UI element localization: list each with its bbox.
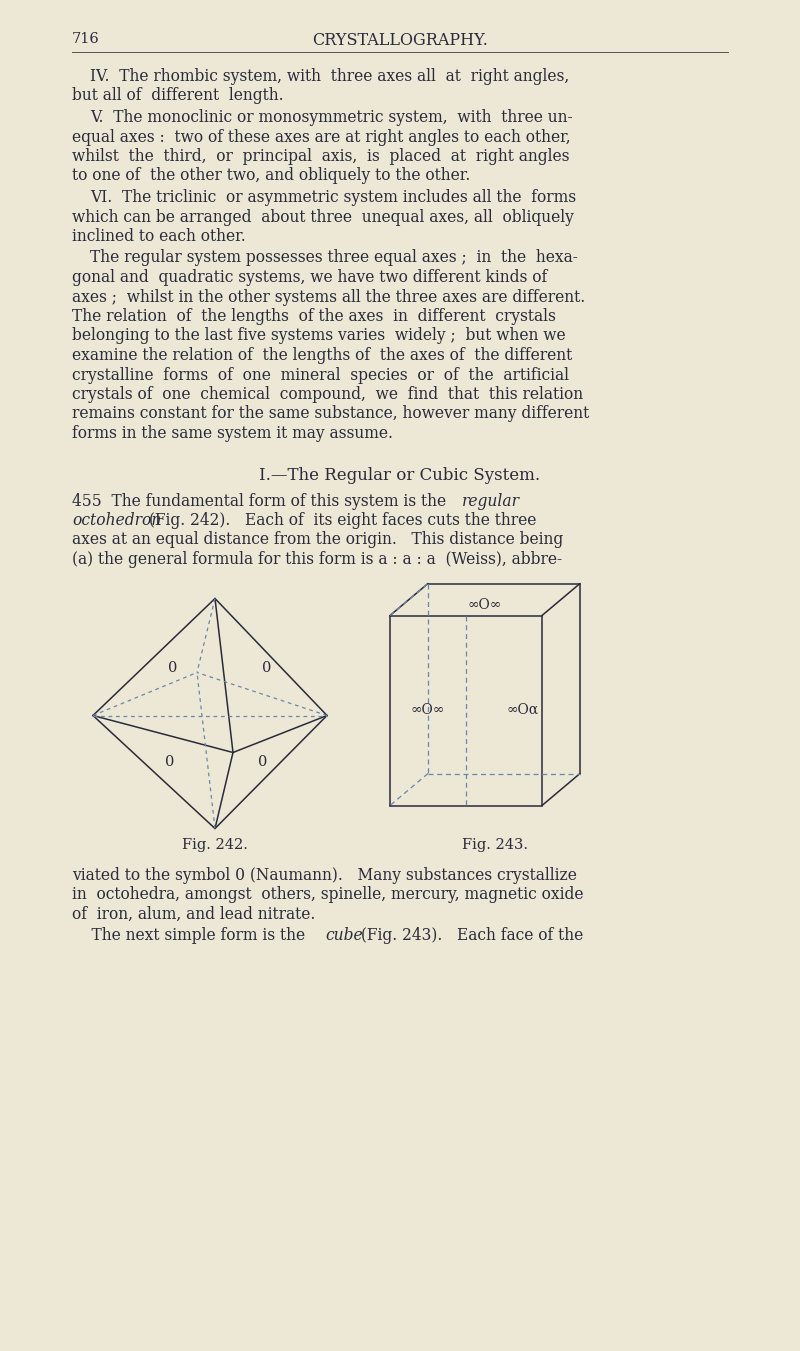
Text: but all of  different  length.: but all of different length. (72, 88, 284, 104)
Text: 716: 716 (72, 32, 100, 46)
Text: Fig. 243.: Fig. 243. (462, 839, 528, 852)
Text: The next simple form is the: The next simple form is the (72, 927, 310, 944)
Text: belonging to the last five systems varies  widely ;  but when we: belonging to the last five systems varie… (72, 327, 566, 345)
Text: CRYSTALLOGRAPHY.: CRYSTALLOGRAPHY. (312, 32, 488, 49)
Text: of  iron, alum, and lead nitrate.: of iron, alum, and lead nitrate. (72, 905, 315, 923)
Text: (a) the general formula for this form is a : a : a  (Weiss), abbre-: (a) the general formula for this form is… (72, 551, 562, 567)
Text: viated to the symbol 0 (Naumann).   Many substances crystallize: viated to the symbol 0 (Naumann). Many s… (72, 866, 577, 884)
Text: forms in the same system it may assume.: forms in the same system it may assume. (72, 426, 393, 442)
Text: 455  The fundamental form of this system is the: 455 The fundamental form of this system … (72, 493, 451, 509)
Text: gonal and  quadratic systems, we have two different kinds of: gonal and quadratic systems, we have two… (72, 269, 547, 286)
Text: crystals of  one  chemical  compound,  we  find  that  this relation: crystals of one chemical compound, we fi… (72, 386, 583, 403)
Text: remains constant for the same substance, however many different: remains constant for the same substance,… (72, 405, 590, 423)
Text: 0: 0 (168, 662, 178, 676)
Text: inclined to each other.: inclined to each other. (72, 228, 246, 245)
Text: octohedron: octohedron (72, 512, 162, 530)
Text: V.  The monoclinic or monosymmetric system,  with  three un-: V. The monoclinic or monosymmetric syste… (90, 109, 573, 126)
Text: The relation  of  the lengths  of the axes  in  different  crystals: The relation of the lengths of the axes … (72, 308, 556, 326)
Text: axes at an equal distance from the origin.   This distance being: axes at an equal distance from the origi… (72, 531, 563, 549)
Text: I.—The Regular or Cubic System.: I.—The Regular or Cubic System. (259, 466, 541, 484)
Text: 0: 0 (166, 755, 174, 770)
Text: The regular system possesses three equal axes ;  in  the  hexa-: The regular system possesses three equal… (90, 250, 578, 266)
Text: ∞Oα: ∞Oα (507, 703, 539, 717)
Text: 0: 0 (258, 755, 268, 770)
Text: 0: 0 (262, 662, 272, 676)
Text: in  octohedra, amongst  others, spinelle, mercury, magnetic oxide: in octohedra, amongst others, spinelle, … (72, 886, 583, 902)
Text: (Fig. 243).   Each face of the: (Fig. 243). Each face of the (356, 927, 583, 944)
Text: ∞O∞: ∞O∞ (468, 598, 502, 612)
Text: IV.  The rhombic system, with  three axes all  at  right angles,: IV. The rhombic system, with three axes … (90, 68, 570, 85)
Text: VI.  The triclinic  or asymmetric system includes all the  forms: VI. The triclinic or asymmetric system i… (90, 189, 576, 205)
Text: to one of  the other two, and obliquely to the other.: to one of the other two, and obliquely t… (72, 168, 470, 185)
Text: regular: regular (462, 493, 520, 509)
Text: equal axes :  two of these axes are at right angles to each other,: equal axes : two of these axes are at ri… (72, 128, 570, 146)
Text: Fig. 242.: Fig. 242. (182, 839, 248, 852)
Text: whilst  the  third,  or  principal  axis,  is  placed  at  right angles: whilst the third, or principal axis, is … (72, 149, 570, 165)
Text: axes ;  whilst in the other systems all the three axes are different.: axes ; whilst in the other systems all t… (72, 289, 586, 305)
Text: examine the relation of  the lengths of  the axes of  the different: examine the relation of the lengths of t… (72, 347, 572, 363)
Text: ∞O∞: ∞O∞ (411, 703, 445, 717)
Text: which can be arranged  about three  unequal axes, all  obliquely: which can be arranged about three unequa… (72, 208, 574, 226)
Text: crystalline  forms  of  one  mineral  species  or  of  the  artificial: crystalline forms of one mineral species… (72, 366, 569, 384)
Text: cube: cube (325, 927, 362, 944)
Text: (Fig. 242).   Each of  its eight faces cuts the three: (Fig. 242). Each of its eight faces cuts… (144, 512, 536, 530)
